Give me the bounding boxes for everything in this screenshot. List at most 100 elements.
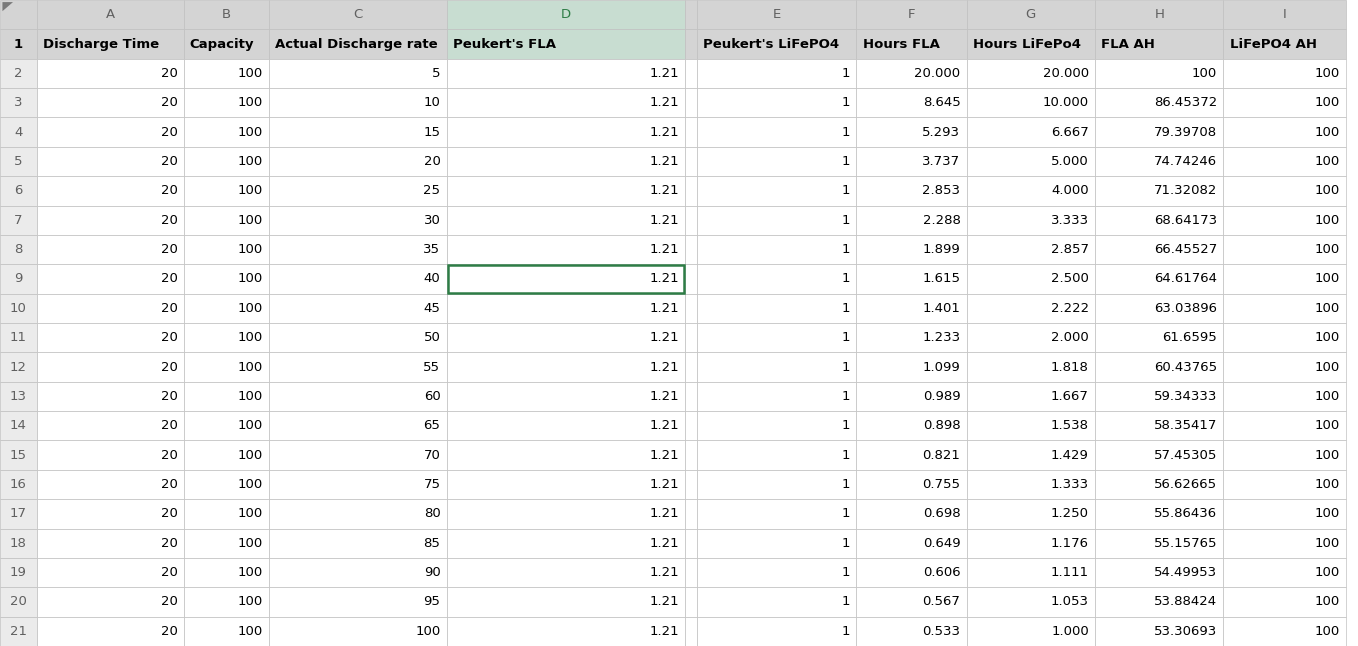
Text: 2: 2	[14, 67, 23, 80]
Text: 95: 95	[424, 596, 440, 609]
Bar	[686, 59, 698, 88]
Bar	[0, 323, 37, 352]
Bar	[37, 411, 183, 441]
Bar	[269, 176, 447, 205]
Bar	[857, 59, 967, 88]
Bar	[698, 176, 857, 205]
Text: 1.818: 1.818	[1051, 360, 1089, 373]
Bar	[0, 411, 37, 441]
Bar	[857, 29, 967, 59]
Text: 1.21: 1.21	[649, 478, 679, 491]
Text: 20: 20	[160, 448, 178, 462]
Text: LiFePO4 AH: LiFePO4 AH	[1229, 37, 1316, 50]
Bar	[857, 617, 967, 646]
Text: 1.21: 1.21	[649, 243, 679, 256]
Text: 20.000: 20.000	[914, 67, 960, 80]
Text: 1.21: 1.21	[649, 390, 679, 403]
Bar	[686, 352, 698, 382]
Text: 0.989: 0.989	[923, 390, 960, 403]
Bar	[269, 88, 447, 118]
Text: 5.293: 5.293	[922, 125, 960, 139]
Text: 55: 55	[424, 360, 440, 373]
Bar	[37, 441, 183, 470]
Bar	[37, 59, 183, 88]
Bar	[0, 118, 37, 147]
Bar	[698, 558, 857, 587]
Bar	[269, 323, 447, 352]
Bar	[0, 382, 37, 411]
Bar	[857, 499, 967, 528]
Text: 100: 100	[1315, 507, 1339, 521]
Bar	[0, 147, 37, 176]
Bar	[698, 118, 857, 147]
Bar	[0, 59, 37, 88]
Text: 6.667: 6.667	[1051, 125, 1089, 139]
Text: 100: 100	[1315, 243, 1339, 256]
Bar	[37, 147, 183, 176]
Bar	[1095, 411, 1224, 441]
Bar	[183, 0, 269, 29]
Bar	[1095, 528, 1224, 558]
Text: 100: 100	[1315, 566, 1339, 579]
Text: 57.45305: 57.45305	[1154, 448, 1217, 462]
Bar	[1224, 294, 1346, 323]
Bar	[183, 264, 269, 294]
Bar	[1224, 441, 1346, 470]
Text: 1.000: 1.000	[1051, 625, 1089, 638]
Text: 2.853: 2.853	[922, 184, 960, 198]
Bar	[686, 0, 698, 29]
Bar	[37, 176, 183, 205]
Bar	[857, 88, 967, 118]
Bar	[183, 205, 269, 235]
Text: 3.737: 3.737	[922, 155, 960, 168]
Bar	[1224, 59, 1346, 88]
Bar	[698, 411, 857, 441]
Text: 100: 100	[1315, 390, 1339, 403]
Text: 100: 100	[238, 96, 263, 109]
Text: 100: 100	[238, 67, 263, 80]
Text: 100: 100	[238, 507, 263, 521]
Bar	[1224, 528, 1346, 558]
Text: 1: 1	[842, 507, 850, 521]
Bar	[0, 294, 37, 323]
Text: 100: 100	[1192, 67, 1217, 80]
Text: 53.30693: 53.30693	[1154, 625, 1217, 638]
Bar	[698, 323, 857, 352]
Bar	[447, 88, 686, 118]
Bar	[1095, 323, 1224, 352]
Text: 100: 100	[238, 184, 263, 198]
Text: 1: 1	[14, 37, 23, 50]
Bar	[0, 617, 37, 646]
Bar	[686, 29, 698, 59]
Text: 65: 65	[424, 419, 440, 432]
Bar	[857, 528, 967, 558]
Bar	[857, 205, 967, 235]
Bar	[967, 617, 1095, 646]
Text: 63.03896: 63.03896	[1154, 302, 1217, 315]
Text: 21: 21	[10, 625, 27, 638]
Text: 1.899: 1.899	[922, 243, 960, 256]
Text: 58.35417: 58.35417	[1154, 419, 1217, 432]
Bar	[857, 264, 967, 294]
Bar	[1095, 617, 1224, 646]
Bar	[967, 147, 1095, 176]
Bar	[698, 264, 857, 294]
Bar	[183, 352, 269, 382]
Text: 18: 18	[10, 537, 27, 550]
Bar	[183, 147, 269, 176]
Text: 53.88424: 53.88424	[1154, 596, 1217, 609]
Bar	[1095, 235, 1224, 264]
Bar	[183, 29, 269, 59]
Bar	[857, 235, 967, 264]
Text: 40: 40	[424, 273, 440, 286]
Bar	[447, 264, 686, 294]
Bar	[0, 558, 37, 587]
Text: 1.21: 1.21	[649, 448, 679, 462]
Text: 5.000: 5.000	[1051, 155, 1089, 168]
Text: 64.61764: 64.61764	[1154, 273, 1217, 286]
Bar	[269, 118, 447, 147]
Text: 20: 20	[160, 566, 178, 579]
Text: 1: 1	[842, 243, 850, 256]
Bar	[698, 88, 857, 118]
Text: 100: 100	[1315, 419, 1339, 432]
